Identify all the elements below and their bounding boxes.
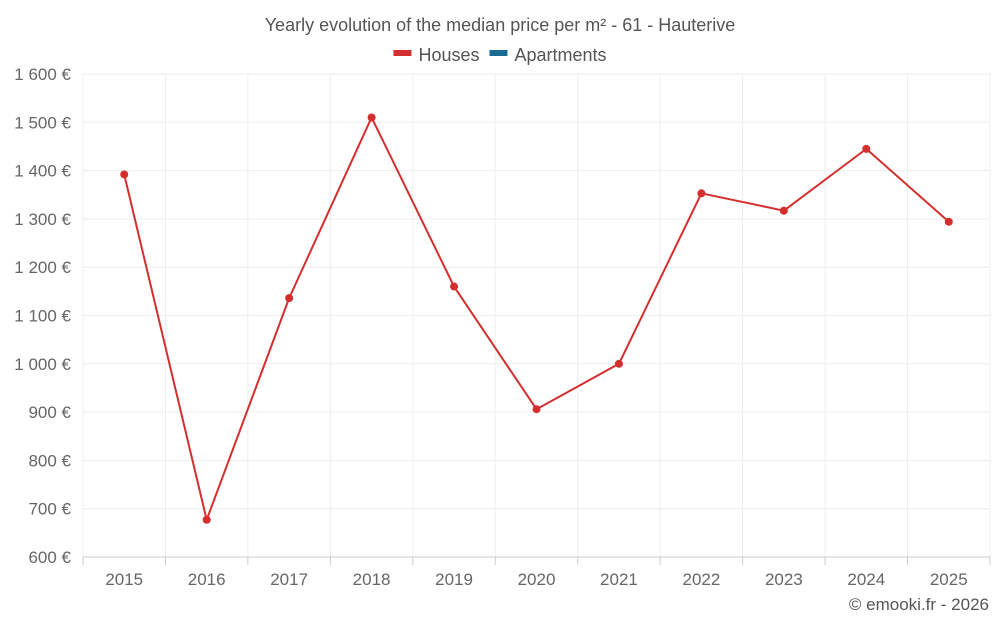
y-axis: 600 € 700 € 800 € 900 € 1 000 € 1 100 € 1 200 … (14, 65, 71, 567)
gridlines (82, 73, 991, 558)
legend-label: Houses (418, 45, 479, 65)
x-tick-label: 2023 (765, 570, 803, 589)
legend-item-houses[interactable]: Houses (393, 45, 479, 65)
y-tick-label: 700 € (28, 500, 71, 519)
data-point[interactable] (120, 170, 129, 179)
data-point[interactable] (202, 515, 211, 524)
x-tick-label: 2018 (353, 570, 391, 589)
y-tick-label: 1 100 € (14, 307, 71, 326)
x-tick-label: 2022 (682, 570, 720, 589)
x-tick-label: 2020 (518, 570, 556, 589)
x-tick-label: 2021 (600, 570, 638, 589)
y-tick-label: 800 € (28, 451, 71, 470)
x-tick-label: 2025 (930, 570, 968, 589)
y-tick-label: 600 € (28, 548, 71, 567)
x-tick-label: 2016 (188, 570, 226, 589)
y-tick-label: 1 000 € (14, 355, 71, 374)
x-tick-label: 2019 (435, 570, 473, 589)
chart-title: Yearly evolution of the median price per… (265, 15, 736, 35)
y-tick-label: 1 300 € (14, 210, 71, 229)
legend-swatch (489, 50, 508, 56)
y-tick-label: 1 400 € (14, 162, 71, 181)
legend-label: Apartments (514, 45, 606, 65)
data-point[interactable] (532, 405, 541, 414)
legend: Houses Apartments (393, 45, 607, 65)
data-point[interactable] (779, 206, 788, 215)
legend-item-apartments[interactable]: Apartments (489, 45, 607, 65)
data-point[interactable] (614, 359, 623, 368)
x-tick-label: 2024 (847, 570, 885, 589)
y-tick-label: 1 500 € (14, 113, 71, 132)
data-point[interactable] (862, 144, 871, 153)
y-tick-label: 1 200 € (14, 258, 71, 277)
y-tick-label: 900 € (28, 403, 71, 422)
x-tick-label: 2017 (270, 570, 308, 589)
y-tick-label: 1 600 € (14, 65, 71, 84)
legend-swatch (393, 50, 412, 56)
series-layer (120, 113, 953, 524)
x-axis: 2015 2016 2017 2018 2019 2020 2021 2022 2023 2024… (82, 556, 991, 589)
data-point[interactable] (367, 113, 376, 122)
data-point[interactable] (944, 217, 953, 226)
data-point[interactable] (450, 282, 459, 291)
x-tick-label: 2015 (105, 570, 143, 589)
data-point[interactable] (285, 294, 294, 303)
credit-text: © emooki.fr - 2026 (849, 595, 989, 614)
data-point[interactable] (697, 189, 706, 198)
